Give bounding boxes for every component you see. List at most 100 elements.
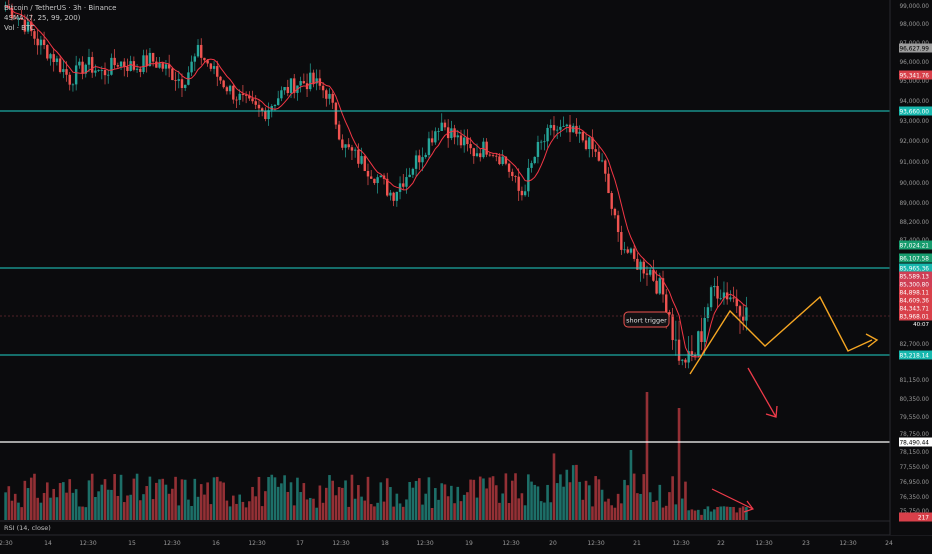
candle	[738, 304, 742, 334]
price-tick-label: 78,150.00	[899, 450, 929, 456]
volume-bar	[357, 485, 360, 520]
projection-zigzag[interactable]	[689, 295, 873, 375]
volume-bar	[65, 492, 68, 520]
price-badge	[899, 271, 932, 281]
price-axis[interactable]: 99,000.0098,000.0097,000.0096,000.0095,0…	[889, 0, 932, 535]
candle	[14, 14, 17, 20]
volume-bar	[488, 477, 492, 520]
volume-bar	[520, 493, 524, 520]
ma-indicator-label[interactable]: 4SMA (7, 25, 99, 200)	[4, 14, 81, 22]
price-tick-label: 98,000.00	[899, 22, 929, 28]
candle	[520, 186, 524, 201]
candle	[546, 124, 549, 148]
volume-bar	[459, 501, 463, 520]
time-axis[interactable]: 12:30 14 12:30 15 12:30 16 12:30 17 12:30 18 12:30…	[0, 540, 893, 547]
volume-bar	[639, 493, 642, 520]
volume-bar	[62, 482, 65, 520]
candle	[488, 152, 492, 157]
candle	[636, 253, 639, 270]
volume-bar	[427, 477, 431, 520]
volume-bar	[414, 480, 418, 520]
candle	[533, 156, 536, 165]
candle	[350, 144, 354, 160]
candle	[84, 63, 87, 78]
volume-bar	[613, 507, 617, 520]
candle	[652, 259, 655, 282]
candle	[341, 134, 344, 151]
volume-bar	[190, 505, 193, 520]
volume-bar	[199, 484, 203, 520]
volume-bar	[616, 493, 620, 520]
volume-trend-arrow[interactable]	[711, 488, 754, 510]
price-tick-label: 95,000.00	[899, 79, 929, 85]
volume-bar	[103, 479, 107, 520]
price-badge-label: 217	[918, 515, 929, 521]
price-badge-label: 85,300.80	[899, 282, 929, 288]
volume-bar	[161, 478, 165, 520]
volume-bar	[417, 478, 421, 520]
volume-bar	[450, 485, 453, 520]
volume-bar	[741, 506, 745, 520]
volume-bar	[206, 482, 209, 520]
candle	[693, 352, 697, 361]
volume-bar	[305, 499, 309, 520]
candle	[360, 147, 363, 165]
time-tick-label: 17	[296, 540, 304, 547]
candle	[741, 304, 745, 331]
volume-bar	[664, 505, 668, 520]
candle	[49, 52, 52, 66]
candle	[709, 285, 713, 311]
volume-bar	[292, 505, 296, 520]
volume-bar	[26, 488, 30, 520]
candle	[260, 107, 264, 117]
volume-bar	[690, 509, 694, 520]
volume-indicator-label[interactable]: Vol · BTC	[4, 24, 35, 32]
rsi-indicator-label[interactable]: RSI (14, close)	[4, 524, 51, 532]
candle	[424, 152, 427, 159]
candle	[472, 147, 476, 164]
volume-bar	[735, 512, 739, 520]
volume-bar	[716, 507, 719, 520]
candle	[286, 79, 290, 97]
candle	[369, 169, 373, 179]
candle	[623, 241, 626, 254]
volume-bar	[405, 499, 408, 520]
candle	[543, 134, 546, 151]
short-trigger-annotation[interactable]: short trigger	[623, 311, 670, 328]
volume-bar	[719, 506, 723, 520]
candle	[434, 127, 437, 145]
candle	[17, 16, 20, 27]
symbol-title[interactable]: Bitcoin / TetherUS · 3h · Binance	[4, 4, 117, 12]
volume-bar	[7, 486, 11, 520]
candle	[33, 28, 36, 45]
candle	[257, 100, 261, 117]
volume-bar	[203, 494, 206, 520]
volume-bar	[661, 507, 665, 520]
volume-bar	[94, 496, 97, 520]
candle	[485, 138, 488, 158]
volume-bar	[347, 506, 351, 520]
volume-bar	[373, 506, 376, 520]
candle	[539, 139, 543, 150]
volume-bar	[587, 485, 591, 520]
volume-bar	[341, 487, 344, 520]
bearish-arrow[interactable]	[747, 367, 777, 418]
candle	[293, 73, 296, 99]
candle	[283, 87, 286, 95]
candle	[366, 163, 370, 186]
volume-bar	[703, 509, 707, 520]
candle	[244, 91, 248, 104]
candle	[597, 145, 601, 162]
volume-bar	[709, 511, 713, 520]
candle	[613, 207, 617, 219]
time-tick-label: 12:30	[502, 540, 519, 547]
volume-bar	[142, 494, 145, 520]
volume-bar	[151, 499, 155, 520]
volume-bar	[52, 488, 56, 520]
candle	[126, 58, 129, 78]
candle	[600, 153, 604, 163]
time-tick-label: 12:30	[416, 540, 433, 547]
volume-bar	[491, 476, 495, 520]
